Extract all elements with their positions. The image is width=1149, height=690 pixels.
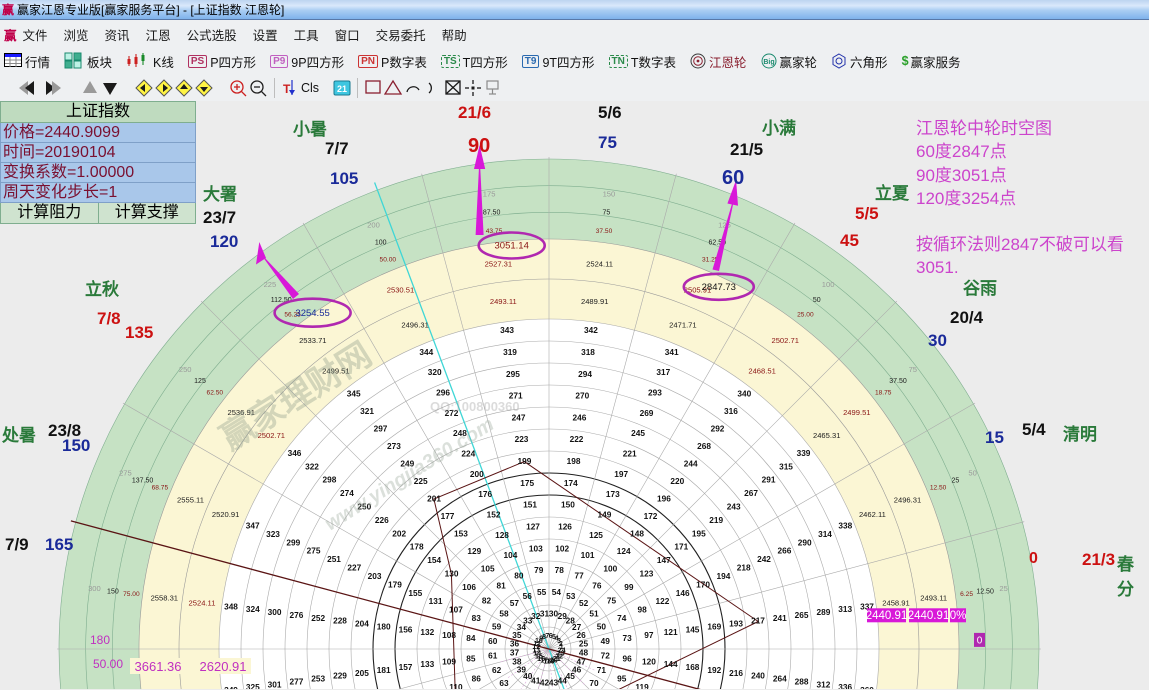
svg-text:Big: Big: [763, 59, 774, 66]
svg-text:T: T: [283, 82, 291, 96]
svg-text:21: 21: [337, 84, 347, 94]
